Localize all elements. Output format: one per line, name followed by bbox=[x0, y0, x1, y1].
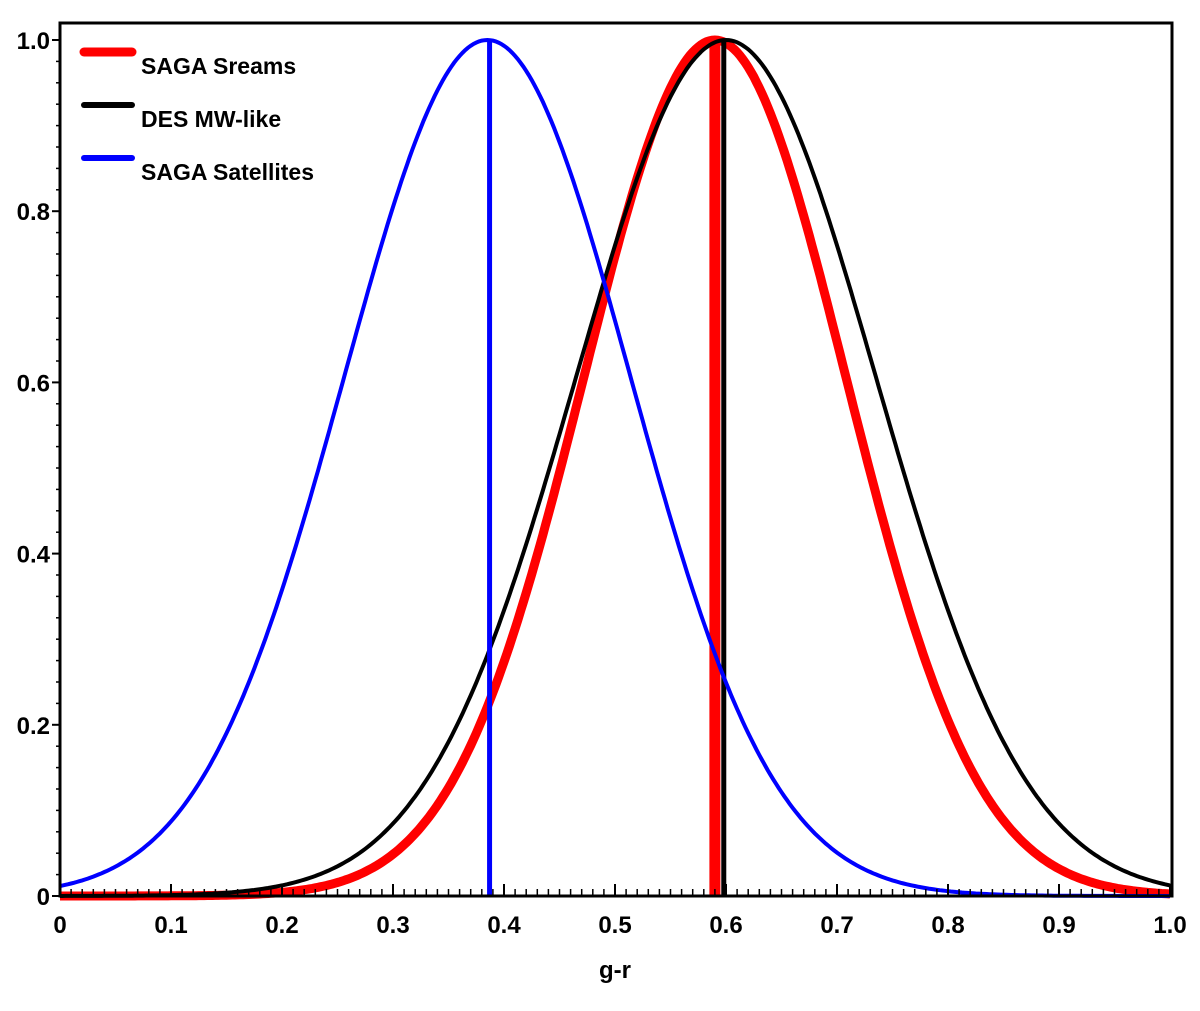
x-tick-label: 0.7 bbox=[820, 912, 853, 939]
x-tick-label: 0.1 bbox=[154, 912, 187, 939]
legend: SAGA Sreams DES MW-like SAGA Satellites bbox=[79, 47, 314, 185]
y-tick-label: 0.6 bbox=[17, 370, 50, 397]
legend-label-1: DES MW-like bbox=[141, 106, 281, 132]
x-tick-label: 0 bbox=[53, 912, 66, 939]
x-tick-label: 0.4 bbox=[487, 912, 521, 939]
axis-ticks: 0 0.1 0.2 0.3 0.4 0.5 0.6 0.7 0.8 0.9 1.0 0 0.2 0.4 0.… bbox=[17, 28, 1187, 939]
curves bbox=[59, 35, 1171, 901]
legend-label-0: SAGA Sreams bbox=[141, 53, 296, 79]
y-tick-label: 0.2 bbox=[17, 713, 50, 740]
x-tick-label: 0.9 bbox=[1042, 912, 1075, 939]
y-tick-label: 0.8 bbox=[17, 199, 50, 226]
x-tick-label: 0.8 bbox=[931, 912, 964, 939]
x-tick-label: 1.0 bbox=[1153, 912, 1186, 939]
y-tick-label: 0 bbox=[37, 884, 50, 911]
x-tick-label: 0.5 bbox=[598, 912, 631, 939]
x-tick-label: 0.3 bbox=[376, 912, 409, 939]
x-tick-label: 0.2 bbox=[265, 912, 298, 939]
plot-frame bbox=[58, 21, 1174, 898]
legend-label-2: SAGA Satellites bbox=[141, 159, 314, 185]
x-axis-label: g-r bbox=[599, 957, 631, 984]
y-tick-label: 0.4 bbox=[17, 542, 51, 569]
series-curve-2 bbox=[59, 37, 1170, 898]
y-tick-label: 1.0 bbox=[17, 28, 50, 55]
x-tick-label: 0.6 bbox=[709, 912, 742, 939]
series-curve-1 bbox=[60, 37, 1171, 898]
